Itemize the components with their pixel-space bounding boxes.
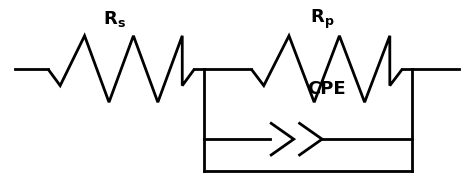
Text: R$_\mathbf{p}$: R$_\mathbf{p}$ [310, 8, 334, 31]
Text: R$_\mathbf{s}$: R$_\mathbf{s}$ [103, 9, 126, 29]
Text: CPE: CPE [308, 80, 346, 98]
